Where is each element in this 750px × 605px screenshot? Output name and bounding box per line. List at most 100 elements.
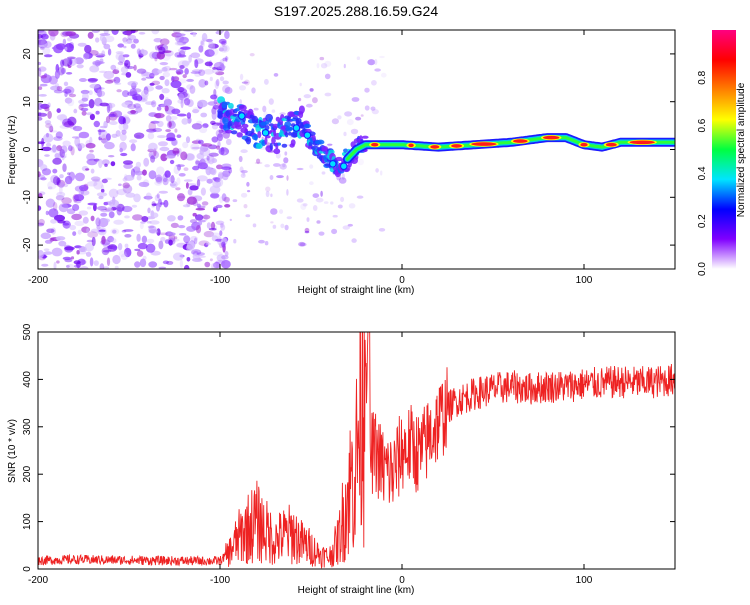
noise-blob (112, 245, 118, 251)
noise-blob (38, 86, 43, 90)
noise-blob (214, 177, 221, 183)
noise-blob (122, 117, 127, 126)
noise-blob (296, 198, 304, 203)
noise-blob (375, 168, 379, 173)
noise-blob (180, 99, 184, 109)
y-tick-label: 100 (22, 513, 33, 530)
noise-blob (269, 175, 274, 180)
noise-blob (154, 45, 160, 51)
noise-blob (178, 173, 186, 177)
noise-blob (68, 93, 77, 98)
noise-blob (208, 168, 216, 175)
noise-blob (122, 184, 133, 194)
noise-blob (196, 175, 208, 182)
noise-blob (110, 161, 116, 167)
noise-blob (204, 213, 208, 222)
noise-blob (157, 69, 163, 74)
noise-blob (92, 60, 103, 65)
noise-blob (203, 230, 215, 238)
noise-blob (367, 59, 376, 66)
noise-blob (161, 67, 168, 72)
noise-blob (38, 34, 43, 39)
noise-blob (178, 225, 186, 229)
noise-blob (222, 45, 228, 52)
x-tick-label: 0 (399, 575, 405, 586)
noise-blob (120, 253, 128, 260)
ridge-blob (222, 116, 229, 125)
noise-blob (195, 225, 202, 234)
noise-blob (193, 237, 198, 245)
noise-blob (151, 80, 161, 86)
noise-blob (121, 229, 127, 233)
noise-blob (200, 219, 206, 223)
colorbar-tick-label: 0.2 (697, 214, 708, 228)
ridge-peak (629, 140, 655, 145)
noise-blob (53, 261, 57, 269)
noise-blob (357, 158, 364, 166)
noise-blob (78, 99, 85, 104)
noise-blob (179, 39, 188, 43)
noise-blob (219, 230, 223, 237)
noise-blob (77, 42, 87, 47)
noise-blob (202, 37, 206, 41)
noise-blob (109, 121, 118, 125)
noise-blob (45, 198, 56, 208)
noise-blob (108, 155, 115, 158)
noise-blob (140, 70, 149, 78)
noise-blob (86, 227, 90, 234)
noise-blob (183, 167, 189, 172)
noise-blob (108, 199, 120, 208)
noise-blob (158, 141, 168, 147)
noise-blob (158, 266, 167, 269)
noise-blob (98, 158, 103, 169)
noise-blob (53, 176, 60, 186)
noise-blob (164, 79, 170, 87)
noise-blob (89, 65, 100, 73)
noise-blob (183, 98, 191, 106)
ridge-blob (227, 120, 235, 127)
x-tick-label: -100 (210, 575, 230, 586)
noise-blob (41, 146, 52, 152)
noise-blob (176, 113, 187, 117)
snr-y-axis-label: SNR (10 * v/v) (7, 419, 18, 483)
noise-blob (165, 97, 169, 100)
noise-blob (101, 159, 110, 166)
noise-blob (221, 166, 232, 170)
noise-blob (208, 47, 219, 57)
noise-blob (151, 30, 160, 35)
ridge-blob (273, 148, 281, 155)
noise-blob (95, 110, 100, 115)
noise-blob (136, 95, 143, 102)
noise-blob (123, 229, 134, 232)
noise-blob (215, 71, 225, 76)
noise-blob (222, 85, 231, 93)
ridge-blob (281, 143, 288, 148)
noise-blob (64, 175, 73, 185)
noise-blob (113, 219, 124, 225)
noise-blob (150, 155, 156, 163)
noise-blob (160, 153, 168, 162)
noise-blob (67, 56, 76, 60)
noise-blob (337, 204, 343, 209)
noise-blob (151, 100, 157, 108)
noise-blob (342, 225, 350, 230)
noise-blob (187, 188, 193, 196)
noise-blob (122, 182, 130, 189)
noise-blob (273, 163, 281, 167)
noise-blob (79, 184, 89, 192)
ridge-peak (471, 142, 497, 146)
noise-blob (46, 228, 55, 234)
noise-blob (195, 207, 206, 211)
noise-blob (133, 132, 145, 139)
noise-blob (137, 94, 142, 102)
noise-blob (194, 59, 199, 69)
noise-blob (378, 228, 386, 232)
noise-blob (41, 263, 49, 267)
noise-blob (88, 90, 93, 96)
noise-blob (38, 67, 42, 77)
noise-blob (117, 43, 124, 48)
y-tick-label: -10 (22, 190, 33, 205)
noise-blob (104, 141, 115, 150)
noise-blob (264, 241, 269, 246)
noise-blob (221, 259, 231, 269)
